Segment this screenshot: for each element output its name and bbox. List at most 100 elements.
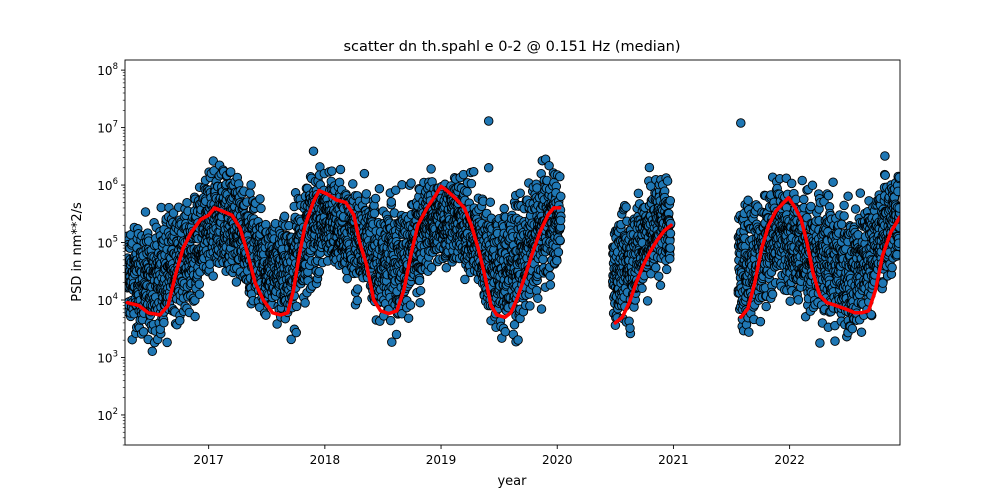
scatter-point <box>225 167 236 177</box>
scatter-point <box>387 337 397 347</box>
scatter-point <box>414 275 425 286</box>
scatter-point <box>744 327 754 337</box>
scatter-point <box>415 297 425 308</box>
scatter-point <box>847 323 858 334</box>
scatter-point <box>665 243 675 253</box>
scatter-point <box>642 296 653 306</box>
scatter-point <box>533 293 543 304</box>
scatter-point <box>545 271 555 281</box>
scatter-point <box>291 327 301 338</box>
scatter-point <box>515 188 525 198</box>
scatter-point <box>743 195 753 206</box>
scatter-point <box>300 298 310 308</box>
scatter-point <box>828 177 838 187</box>
scatter-point <box>147 346 158 357</box>
scatter-point <box>807 180 818 191</box>
scatter-point <box>327 166 337 176</box>
scatter-point <box>839 200 849 211</box>
scatter-point <box>536 304 547 314</box>
scatter-point <box>843 191 853 201</box>
scatter-point <box>279 211 290 222</box>
scatter-point <box>468 166 479 177</box>
scatter-point <box>314 266 325 277</box>
scatter-point <box>361 189 372 199</box>
scatter-point <box>466 178 477 189</box>
scatter-point <box>335 164 346 175</box>
scatter-point <box>156 202 166 213</box>
scatter-point <box>815 338 825 348</box>
scatter-point <box>168 208 179 218</box>
scatter-point <box>525 301 535 311</box>
scatter-point <box>415 285 426 296</box>
scatter-point <box>162 337 172 348</box>
scatter-point <box>545 280 556 290</box>
scatter-point <box>785 296 795 306</box>
scatter-point <box>140 207 151 217</box>
scatter-point <box>836 219 847 230</box>
scatter-point <box>308 146 319 156</box>
scatter-point <box>555 235 565 246</box>
scatter-point <box>182 197 192 208</box>
scatter-point <box>839 211 849 221</box>
scatter-point <box>553 247 564 257</box>
scatter-point <box>556 191 566 202</box>
scatter-point <box>403 313 414 323</box>
scatter-point <box>348 179 358 189</box>
scatter-point <box>662 176 673 186</box>
scatter-point <box>856 327 867 337</box>
scatter-point <box>823 190 834 201</box>
scatter-point <box>661 264 672 275</box>
scatter-point <box>621 202 631 212</box>
scatter-point <box>485 197 496 207</box>
scatter-point <box>644 162 655 173</box>
scatter-point <box>655 280 666 291</box>
scatter-point <box>665 195 676 206</box>
scatter-point <box>194 279 205 289</box>
scatter-point <box>190 311 200 322</box>
scatter-point <box>426 164 436 174</box>
scatter-point <box>786 178 797 189</box>
scatter-point <box>159 317 169 328</box>
scatter-point <box>499 203 509 214</box>
scatter-point <box>761 301 771 312</box>
scatter-point <box>513 335 523 345</box>
scatter-point <box>405 300 416 310</box>
scatter-point <box>651 262 661 273</box>
scatter-point <box>755 316 766 327</box>
scatter-point <box>830 336 840 346</box>
scatter-point <box>855 188 866 198</box>
scatter-point <box>767 289 778 300</box>
scatter-point <box>370 193 381 204</box>
scatter-point <box>555 215 566 226</box>
scatter-point <box>386 197 397 207</box>
scatter-point <box>138 327 149 337</box>
scatter-point <box>799 194 809 205</box>
scatter-point <box>352 284 363 294</box>
chart-title: scatter dn th.spahl e 0-2 @ 0.151 Hz (me… <box>343 39 680 55</box>
scatter-point <box>531 285 542 296</box>
scatter-point <box>653 271 664 281</box>
scatter-point <box>194 289 205 300</box>
scatter-point <box>797 175 807 186</box>
scatter-point <box>359 168 370 179</box>
scatter-point <box>369 208 380 219</box>
scatter-point <box>633 188 644 199</box>
scatter-point <box>665 253 675 264</box>
scatter-point <box>637 283 647 294</box>
scatter-point <box>850 204 861 214</box>
scatter-point <box>625 323 635 333</box>
scatter-point <box>552 255 562 266</box>
scatter-point <box>500 327 511 337</box>
scatter-point <box>793 295 804 305</box>
scatter-point <box>175 315 185 326</box>
scatter-point <box>255 194 265 204</box>
scatter-point <box>352 295 363 306</box>
scatter-point <box>385 315 396 326</box>
scatter-point <box>555 171 565 182</box>
scatter-point <box>246 180 256 190</box>
scatter-point <box>406 178 416 188</box>
scatter-point <box>665 228 676 239</box>
scatter-point <box>462 187 472 197</box>
